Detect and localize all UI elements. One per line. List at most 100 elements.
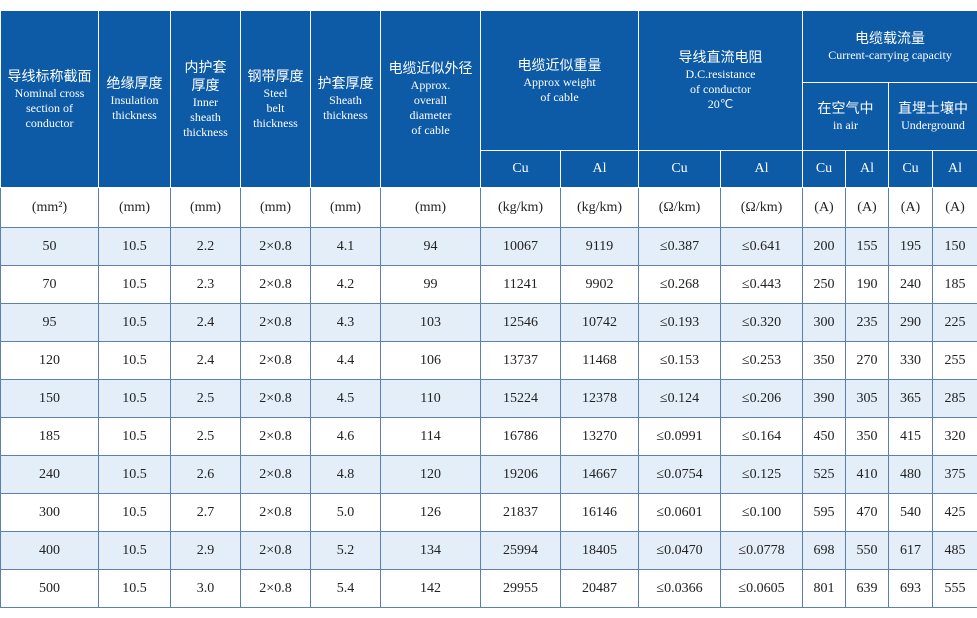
data-cell: 185 — [0, 417, 99, 456]
header-en: overall — [413, 93, 448, 107]
data-row: 240 10.5 2.6 2×0.8 4.8 120 19206 14667 ≤0.0754 ≤0… — [0, 455, 977, 494]
header-en: Steel — [263, 85, 288, 100]
data-cell: 150 — [931, 227, 977, 266]
header-zh: 电缆近似外径 — [388, 61, 473, 77]
data-cell: 2.3 — [170, 265, 241, 304]
data-cell: 10.5 — [98, 379, 171, 418]
data-cell: 11468 — [560, 341, 639, 380]
data-cell: 3.0 — [170, 569, 241, 608]
data-cell: 200 — [802, 227, 846, 266]
data-cell: 290 — [888, 303, 933, 342]
data-cell: 350 — [802, 341, 846, 380]
data-cell: 2×0.8 — [240, 379, 311, 418]
data-cell: 16146 — [560, 493, 639, 532]
data-cell: 12378 — [560, 379, 639, 418]
data-cell: 550 — [845, 531, 889, 570]
data-cell: 2×0.8 — [240, 303, 311, 342]
data-cell: 250 — [802, 265, 846, 304]
header-cell: 在空气中 in air — [802, 82, 889, 151]
data-cell: 29955 — [480, 569, 561, 608]
metal-header: Al — [720, 150, 803, 188]
header-row: 导线标称截面 Nominal cross section of conductor 绝缘… — [0, 10, 977, 188]
data-cell: 617 — [888, 531, 933, 570]
data-cell: 693 — [888, 569, 933, 608]
data-cell: 2.7 — [170, 493, 241, 532]
data-cell: 15224 — [480, 379, 561, 418]
data-cell: 320 — [931, 417, 977, 456]
data-cell: 10.5 — [98, 493, 171, 532]
header-en: belt — [266, 100, 285, 115]
header-en: 20℃ — [707, 97, 734, 111]
data-cell: 9119 — [560, 227, 639, 266]
data-row: 150 10.5 2.5 2×0.8 4.5 110 15224 12378 ≤0.124 ≤0.… — [0, 379, 977, 418]
header-row: 在空气中 in air 直埋土壤中 Underground — [1, 82, 977, 151]
cable-table: 导线标称截面 Nominal cross section of conductor 绝缘… — [0, 10, 977, 608]
header-en: diameter — [409, 108, 452, 122]
data-cell: 155 — [845, 227, 889, 266]
unit-cell: (Ω/km) — [720, 187, 803, 228]
data-cell: 2.9 — [170, 531, 241, 570]
header-en: conductor — [25, 115, 74, 130]
data-cell: ≤0.0778 — [720, 531, 803, 570]
header-cell: 电缆载流量 Current-carrying capacity — [801, 10, 977, 83]
data-row: 70 10.5 2.3 2×0.8 4.2 99 11241 9902 ≤0.268 ≤0.443… — [0, 265, 977, 304]
data-cell: 450 — [802, 417, 846, 456]
data-cell: ≤0.387 — [638, 227, 721, 266]
data-cell: 10.5 — [98, 569, 171, 608]
data-cell: 2×0.8 — [240, 569, 311, 608]
data-cell: 142 — [380, 569, 481, 608]
data-cell: 5.2 — [310, 531, 381, 570]
header-en: Sheath — [329, 93, 362, 107]
data-cell: 13737 — [480, 341, 561, 380]
data-cell: ≤0.125 — [720, 455, 803, 494]
header-cell: 电缆近似重量 Approx weight of cable — [480, 10, 639, 151]
data-cell: 21837 — [480, 493, 561, 532]
header-en: of conductor — [690, 82, 751, 96]
metal-header: Cu — [480, 150, 561, 188]
data-cell: ≤0.0601 — [638, 493, 721, 532]
data-cell: 9902 — [560, 265, 639, 304]
header-cell: 导线标称截面 Nominal cross section of conductor — [0, 10, 99, 188]
unit-cell: (mm) — [240, 187, 311, 228]
header-cell: 导线直流电阻 D.C.resistance of conductor 20℃ — [638, 10, 803, 151]
data-row: 50 10.5 2.2 2×0.8 4.1 94 10067 9119 ≤0.387 ≤0.641… — [0, 227, 977, 266]
data-cell: 11241 — [480, 265, 561, 304]
metal-header: Cu — [802, 150, 846, 188]
data-row: 400 10.5 2.9 2×0.8 5.2 134 25994 18405 ≤0.0470 ≤0… — [0, 531, 977, 570]
unit-cell: (A) — [888, 187, 933, 228]
data-cell: ≤0.164 — [720, 417, 803, 456]
units-row: (mm²) (mm) (mm) (mm) (mm) (mm) (kg/km) (kg/km)(… — [0, 187, 977, 228]
data-cell: 2×0.8 — [240, 455, 311, 494]
data-cell: ≤0.0991 — [638, 417, 721, 456]
data-cell: ≤0.124 — [638, 379, 721, 418]
data-cell: 110 — [380, 379, 481, 418]
data-row: 500 10.5 3.0 2×0.8 5.4 142 29955 20487 ≤0.0366 ≤0… — [0, 569, 977, 608]
data-cell: 698 — [802, 531, 846, 570]
header-cell: 内护套 厚度 Inner sheath thickness — [170, 10, 241, 188]
data-cell: 540 — [888, 493, 933, 532]
data-cell: 595 — [802, 493, 846, 532]
data-cell: ≤0.0470 — [638, 531, 721, 570]
data-cell: 270 — [845, 341, 889, 380]
unit-cell: (A) — [845, 187, 889, 228]
data-cell: 225 — [931, 303, 977, 342]
unit-cell: (kg/km) — [560, 187, 639, 228]
data-cell: 525 — [802, 455, 846, 494]
data-cell: 390 — [802, 379, 846, 418]
metal-header: Cu — [638, 150, 721, 188]
metal-header: Cu — [888, 150, 933, 188]
header-en: thickness — [253, 115, 298, 130]
data-cell: 285 — [931, 379, 977, 418]
data-cell: 114 — [380, 417, 481, 456]
data-cell: ≤0.153 — [638, 341, 721, 380]
header-zh: 护套厚度 — [317, 76, 374, 92]
data-cell: 2×0.8 — [240, 265, 311, 304]
header-en: Current-carrying capacity — [828, 48, 952, 62]
data-cell: 13270 — [560, 417, 639, 456]
header-cell: 护套厚度 Sheath thickness — [310, 10, 381, 188]
header-cell: 电缆近似外径 Approx. overall diameter of cable — [380, 10, 481, 188]
header-row: Cu Al Cu Al Cu Al Cu Al — [1, 150, 977, 188]
unit-cell: (mm) — [310, 187, 381, 228]
header-zh: 电缆载流量 — [855, 31, 926, 47]
header-zh: 绝缘厚度 — [106, 76, 163, 92]
